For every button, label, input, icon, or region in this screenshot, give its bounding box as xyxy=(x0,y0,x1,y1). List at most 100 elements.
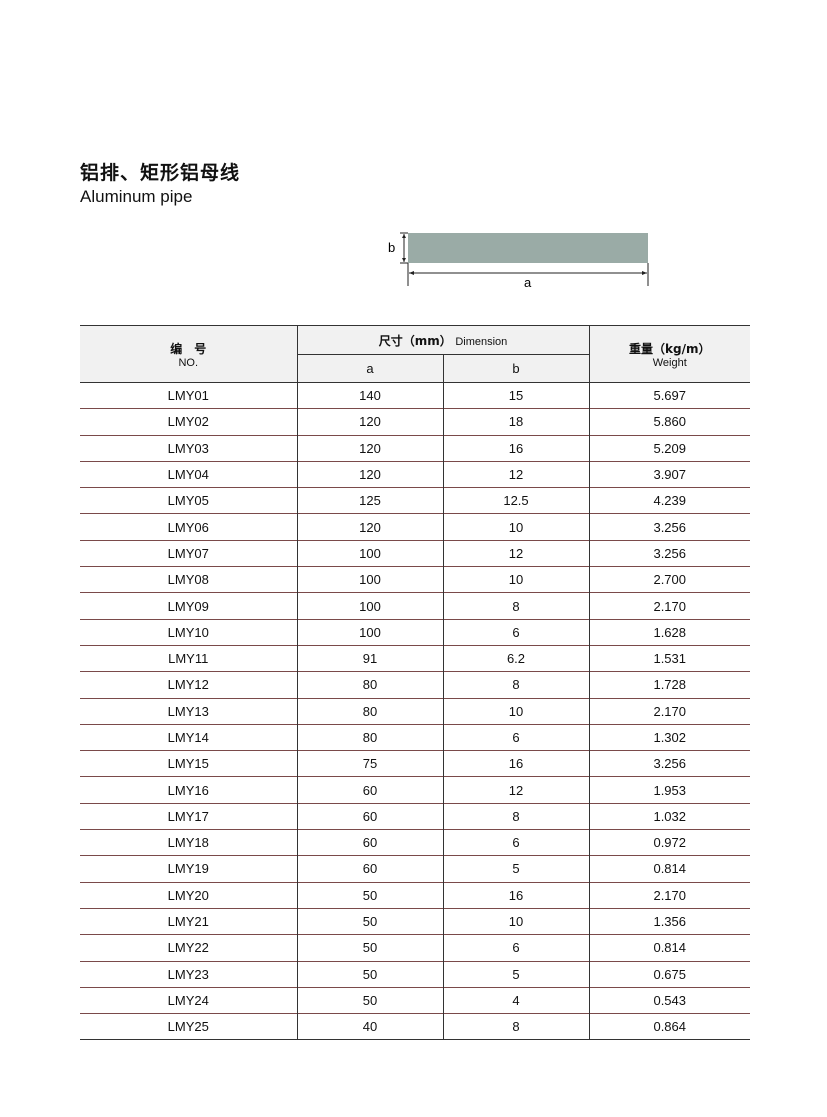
cell-a: 60 xyxy=(296,776,443,804)
label-b: b xyxy=(388,240,395,255)
cell-weight: 1.628 xyxy=(588,619,750,646)
cell-no: LMY07 xyxy=(167,545,209,561)
page-title-cn: 铝排、矩形铝母线 xyxy=(80,162,241,184)
cell-no: LMY23 xyxy=(167,966,209,982)
table-row: LMY12 80 8 1.728 xyxy=(80,671,750,699)
cell-no: LMY12 xyxy=(167,677,209,693)
cell-no: LMY20 xyxy=(167,887,209,903)
cell-weight: 3.256 xyxy=(588,513,750,541)
table-row: LMY16 60 12 1.953 xyxy=(80,776,750,804)
cell-a: 91 xyxy=(296,645,443,672)
header-dimension-cn: 尺寸（mm） xyxy=(378,333,452,348)
cell-weight: 0.675 xyxy=(588,961,750,988)
table-row: LMY02 120 18 5.860 xyxy=(80,408,750,436)
table-row: LMY09 100 8 2.170 xyxy=(80,592,750,620)
cell-b: 8 xyxy=(442,671,589,699)
header-no: 编 号 NO. xyxy=(80,325,297,383)
table-row: LMY25 40 8 0.864 xyxy=(80,1013,750,1040)
cell-no: LMY05 xyxy=(167,493,209,509)
cell-weight: 1.531 xyxy=(588,645,750,672)
cell-b: 5 xyxy=(442,855,589,883)
cell-a: 140 xyxy=(296,382,443,409)
cell-weight: 1.356 xyxy=(588,908,750,935)
header-no-cn: 编 号 xyxy=(170,341,207,356)
cell-no: LMY16 xyxy=(167,782,209,798)
cell-weight: 0.864 xyxy=(588,1013,750,1040)
cell-weight: 5.697 xyxy=(588,382,750,409)
cell-a: 50 xyxy=(296,987,443,1014)
cell-a: 50 xyxy=(296,882,443,909)
table-row: LMY05 125 12.5 4.239 xyxy=(80,487,750,514)
cell-b: 16 xyxy=(442,750,589,777)
table-row: LMY15 75 16 3.256 xyxy=(80,750,750,777)
cell-a: 80 xyxy=(296,724,443,751)
header-no-en: NO. xyxy=(178,356,199,369)
cell-weight: 5.209 xyxy=(588,435,750,462)
cell-a: 80 xyxy=(296,671,443,699)
label-a: a xyxy=(524,275,532,290)
cell-no: LMY25 xyxy=(167,1019,209,1035)
cell-weight: 2.170 xyxy=(588,592,750,620)
cell-no: LMY19 xyxy=(167,861,209,877)
cell-weight: 5.860 xyxy=(588,408,750,436)
cell-a: 40 xyxy=(296,1013,443,1040)
cell-b: 6 xyxy=(442,934,589,962)
cell-b: 12 xyxy=(442,540,589,567)
cell-b: 18 xyxy=(442,408,589,436)
cell-no: LMY11 xyxy=(168,651,209,667)
cell-weight: 3.256 xyxy=(588,750,750,777)
table-row: LMY21 50 10 1.356 xyxy=(80,908,750,935)
cell-no: LMY10 xyxy=(167,624,209,640)
cell-a: 100 xyxy=(296,619,443,646)
page-title-en: Aluminum pipe xyxy=(80,187,193,206)
cell-no: LMY13 xyxy=(167,703,209,719)
header-weight-cn: 重量（kg/m） xyxy=(629,341,711,356)
cell-no: LMY06 xyxy=(167,519,209,535)
header-b: b xyxy=(442,354,589,383)
cell-no: LMY14 xyxy=(167,730,209,745)
cell-weight: 1.728 xyxy=(588,671,750,699)
cell-a: 75 xyxy=(296,750,443,777)
cell-no: LMY24 xyxy=(167,992,209,1008)
table-row: LMY14 80 6 1.302 xyxy=(80,724,750,751)
cell-weight: 1.032 xyxy=(588,803,750,830)
cell-no: LMY09 xyxy=(167,598,209,614)
cell-a: 50 xyxy=(296,934,443,962)
cell-b: 8 xyxy=(442,803,589,830)
cell-a: 120 xyxy=(296,435,443,462)
table-row: LMY06 120 10 3.256 xyxy=(80,513,750,541)
table-row: LMY08 100 10 2.700 xyxy=(80,566,750,593)
cell-b: 12.5 xyxy=(442,487,589,514)
table-row: LMY11 91 6.2 1.531 xyxy=(80,645,750,672)
specification-table: 编 号 NO. 尺寸（mm） Dimension 重量（kg/m） Weight… xyxy=(80,325,750,1040)
cell-no: LMY21 xyxy=(167,914,209,930)
cell-a: 50 xyxy=(296,908,443,935)
cell-weight: 1.953 xyxy=(588,776,750,804)
header-dimension-en: Dimension xyxy=(455,335,508,348)
table-row: LMY20 50 16 2.170 xyxy=(80,882,750,909)
cell-b: 10 xyxy=(442,513,589,541)
cell-a: 60 xyxy=(296,829,443,856)
table-row: LMY18 60 6 0.972 xyxy=(80,829,750,856)
cell-weight: 3.256 xyxy=(588,540,750,567)
cell-b: 6 xyxy=(442,724,589,751)
cell-weight: 3.907 xyxy=(588,461,750,488)
cell-b: 6.2 xyxy=(442,645,589,672)
cell-b: 8 xyxy=(442,592,589,620)
cell-no: LMY15 xyxy=(167,756,209,772)
header-a: a xyxy=(296,354,443,383)
cell-b: 10 xyxy=(442,566,589,593)
cell-b: 6 xyxy=(442,829,589,856)
cell-weight: 0.814 xyxy=(588,934,750,962)
cross-section-diagram: b a xyxy=(388,232,649,290)
table-row: LMY01 140 15 5.697 xyxy=(80,382,750,409)
table-row: LMY10 100 6 1.628 xyxy=(80,619,750,646)
cell-a: 50 xyxy=(296,961,443,988)
bar-cross-section xyxy=(408,233,648,263)
cell-b: 12 xyxy=(442,461,589,488)
table-row: LMY13 80 10 2.170 xyxy=(80,698,750,725)
cell-a: 100 xyxy=(296,566,443,593)
cell-weight: 2.170 xyxy=(588,882,750,909)
header-weight: 重量（kg/m） Weight xyxy=(588,325,750,383)
cell-no: LMY03 xyxy=(167,440,209,456)
